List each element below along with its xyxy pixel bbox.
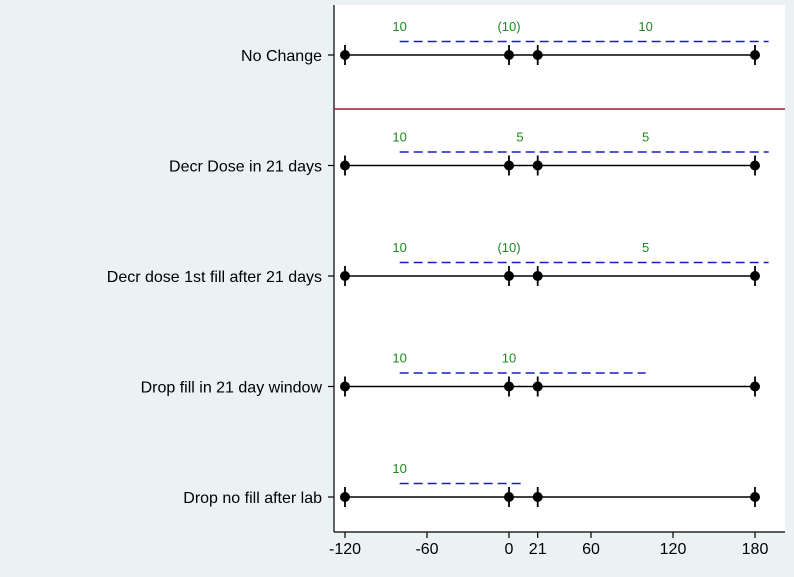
row-label: Drop fill in 21 day window [141, 380, 323, 397]
timeline-marker-dot [750, 271, 760, 281]
plot-area [334, 5, 785, 532]
timeline-marker-dot [340, 50, 350, 60]
timeline-marker-dot [504, 492, 514, 502]
x-tick-label: 21 [529, 541, 547, 558]
annotation-label: 5 [642, 130, 649, 145]
timeline-marker-dot [532, 50, 543, 60]
timeline-marker-dot [340, 271, 350, 281]
annotation-label: 10 [502, 351, 516, 366]
row-label: Decr dose 1st fill after 21 days [107, 269, 322, 286]
annotation-label: 5 [516, 130, 523, 145]
row-label: Drop no fill after lab [183, 490, 322, 507]
timeline-marker-dot [532, 381, 543, 392]
annotation-label: (10) [497, 240, 520, 255]
timeline-marker-dot [532, 271, 543, 281]
annotation-label: 10 [638, 19, 652, 34]
annotation-label: 10 [392, 130, 406, 145]
row-label: No Change [241, 48, 322, 65]
annotation-label: 10 [392, 240, 406, 255]
timeline-marker-dot [504, 50, 514, 60]
x-tick-label: 60 [582, 541, 600, 558]
timeline-marker-dot [340, 160, 350, 171]
timeline-marker-dot [532, 492, 543, 502]
x-tick-label: 0 [505, 541, 514, 558]
timeline-marker-dot [340, 492, 350, 502]
x-tick-label: 120 [660, 541, 687, 558]
timeline-marker-dot [504, 160, 514, 171]
timeline-marker-dot [340, 381, 350, 392]
timeline-marker-dot [750, 381, 760, 392]
timeline-marker-dot [750, 50, 760, 60]
row-label: Decr Dose in 21 days [169, 159, 322, 176]
timeline-marker-dot [532, 160, 543, 171]
x-tick-label: 180 [742, 541, 769, 558]
annotation-label: 10 [392, 351, 406, 366]
annotation-label: 5 [642, 240, 649, 255]
timeline-marker-dot [750, 160, 760, 171]
x-tick-label: -120 [329, 541, 361, 558]
annotation-label: 10 [392, 461, 406, 476]
annotation-label: 10 [392, 19, 406, 34]
timeline-marker-dot [504, 381, 514, 392]
annotation-label: (10) [497, 19, 520, 34]
x-tick-label: -60 [415, 541, 438, 558]
timeline-marker-dot [504, 271, 514, 281]
timeline-marker-dot [750, 492, 760, 502]
